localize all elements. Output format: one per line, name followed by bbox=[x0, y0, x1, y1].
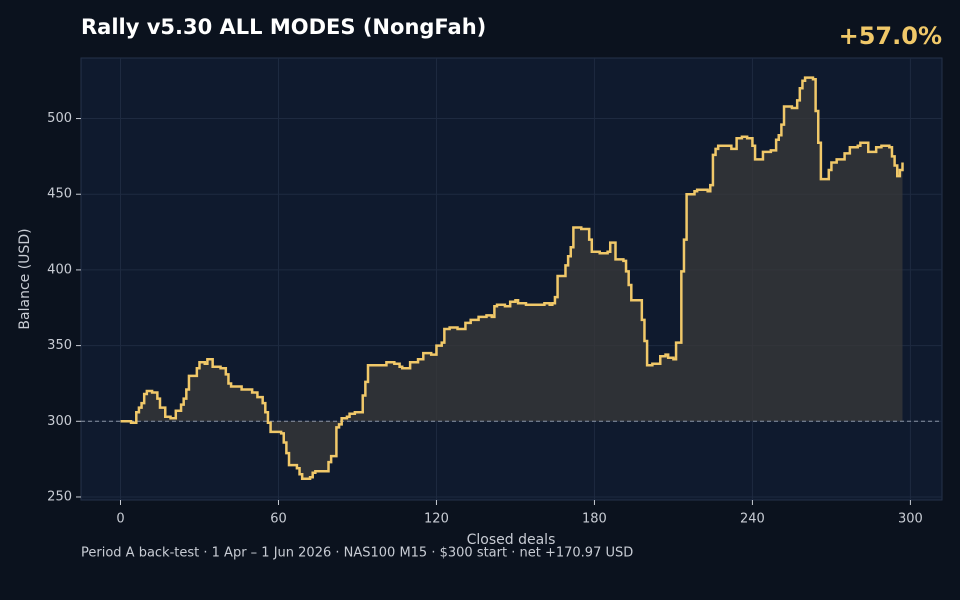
y-tick-label: 500 bbox=[47, 111, 72, 126]
x-tick-label: 0 bbox=[116, 512, 124, 527]
x-tick-label: 120 bbox=[424, 512, 449, 527]
y-axis-label: Balance (USD) bbox=[17, 228, 33, 329]
y-tick-label: 300 bbox=[47, 414, 72, 429]
x-tick-label: 240 bbox=[740, 512, 765, 527]
y-tick-label: 400 bbox=[47, 262, 72, 277]
balance-line bbox=[120, 76, 904, 481]
y-tick-label: 350 bbox=[47, 338, 72, 353]
footer: Period A back-test · 1 Apr – 1 Jun 2026 … bbox=[81, 546, 633, 561]
x-tick-label: 300 bbox=[898, 512, 923, 527]
balance-area bbox=[120, 77, 903, 479]
x-tick-label: 60 bbox=[270, 512, 287, 527]
headline: +57.0% bbox=[839, 22, 942, 50]
x-axis-label: Closed deals bbox=[467, 532, 556, 548]
chart-title: Rally v5.30 ALL MODES (NongFah) bbox=[81, 15, 486, 39]
y-tick-label: 450 bbox=[47, 187, 72, 202]
y-tick-label: 250 bbox=[47, 489, 72, 504]
x-tick-label: 180 bbox=[582, 512, 607, 527]
